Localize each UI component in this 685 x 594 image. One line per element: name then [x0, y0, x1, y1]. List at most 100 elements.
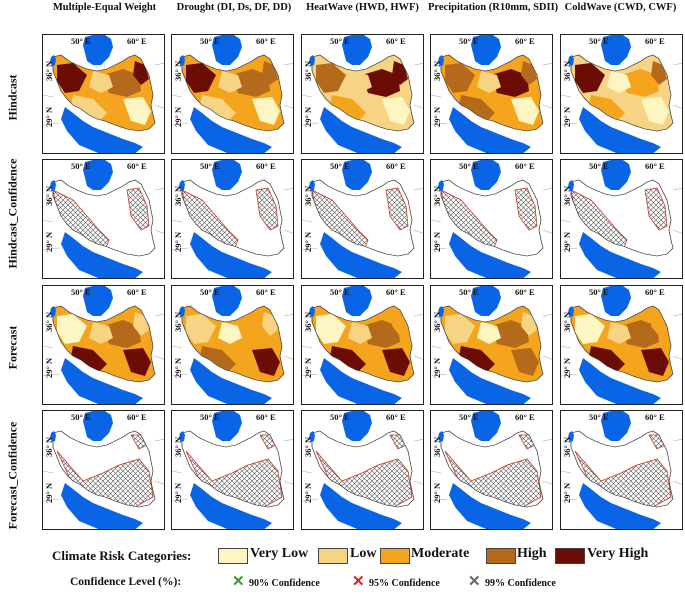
lon-label-60e: 60° E — [256, 287, 276, 297]
map-panel-forecast-4: 50° E 60° E 36° N 29° N — [430, 285, 553, 405]
lat-label-36n: 36° N — [173, 311, 183, 332]
lat-label-36n: 36° N — [432, 60, 442, 81]
lat-label-36n: 36° N — [432, 311, 442, 332]
lat-label-36n: 36° N — [562, 311, 572, 332]
iran-map — [172, 411, 293, 529]
iran-map — [172, 286, 293, 404]
map-panel-hindcast-4: 50° E 60° E 36° N 29° N — [430, 34, 553, 154]
lat-label-29n: 29° N — [303, 482, 313, 503]
iran-map — [302, 160, 423, 278]
label-95-confidence: 95% Confidence — [369, 578, 440, 589]
lon-label-60e: 60° E — [515, 36, 535, 46]
lon-label-50e: 50° E — [200, 287, 220, 297]
lat-label-29n: 29° N — [173, 482, 183, 503]
lat-label-36n: 36° N — [173, 436, 183, 457]
map-panel-hindcast-3: 50° E 60° E 36° N 29° N — [301, 34, 424, 154]
map-panel-hindcast-5: 50° E 60° E 36° N 29° N — [560, 34, 683, 154]
lon-label-60e: 60° E — [515, 161, 535, 171]
iran-map — [43, 411, 164, 529]
lon-label-50e: 50° E — [330, 287, 350, 297]
lon-label-50e: 50° E — [459, 412, 479, 422]
lon-label-50e: 50° E — [459, 161, 479, 171]
lon-label-60e: 60° E — [127, 161, 147, 171]
swatch-very-high — [555, 548, 585, 564]
swatch-low — [318, 548, 348, 564]
lat-label-36n: 36° N — [432, 185, 442, 206]
column-title-4: Precipitation (R10mm, SDII) — [428, 2, 559, 13]
map-panel-hindcast-2: 50° E 60° E 36° N 29° N — [171, 34, 294, 154]
lat-label-29n: 29° N — [562, 231, 572, 252]
lat-label-29n: 29° N — [562, 106, 572, 127]
iran-map — [561, 411, 682, 529]
map-panel-hindcast-confidence-3: 50° E 60° E 36° N 29° N — [301, 159, 424, 279]
map-panel-forecast-confidence-5: 50° E 60° E 36° N 29° N — [560, 410, 683, 530]
column-title-1: Multiple-Equal Weight — [52, 2, 157, 13]
iran-map — [43, 160, 164, 278]
lon-label-50e: 50° E — [71, 412, 91, 422]
lon-label-50e: 50° E — [459, 36, 479, 46]
lat-label-36n: 36° N — [44, 311, 54, 332]
x-mark-icon: ✕ — [232, 574, 245, 590]
row-label-hindcast-confidence: Hindcast_Confidence — [5, 158, 20, 269]
lat-label-36n: 36° N — [44, 60, 54, 81]
iran-map — [172, 160, 293, 278]
map-panel-forecast-3: 50° E 60° E 36° N 29° N — [301, 285, 424, 405]
iran-map — [172, 35, 293, 153]
iran-map — [302, 411, 423, 529]
lat-label-36n: 36° N — [432, 436, 442, 457]
map-panel-hindcast-confidence-4: 50° E 60° E 36° N 29° N — [430, 159, 553, 279]
risk-legend: Climate Risk Categories: Very Low Low Mo… — [0, 544, 685, 570]
lon-label-60e: 60° E — [386, 412, 406, 422]
lat-label-29n: 29° N — [44, 231, 54, 252]
lon-label-60e: 60° E — [256, 161, 276, 171]
lon-label-60e: 60° E — [256, 36, 276, 46]
lat-label-29n: 29° N — [562, 357, 572, 378]
iran-map — [431, 35, 552, 153]
lon-label-50e: 50° E — [200, 36, 220, 46]
lat-label-36n: 36° N — [303, 60, 313, 81]
lat-label-36n: 36° N — [173, 185, 183, 206]
lon-label-60e: 60° E — [256, 412, 276, 422]
map-panel-forecast-2: 50° E 60° E 36° N 29° N — [171, 285, 294, 405]
row-label-forecast-confidence: Forecast_Confidence — [5, 421, 20, 530]
map-panel-hindcast-confidence-5: 50° E 60° E 36° N 29° N — [560, 159, 683, 279]
iran-map — [431, 160, 552, 278]
column-title-2: Drought (DI, Ds, DF, DD) — [176, 2, 292, 13]
label-low: Low — [350, 546, 377, 561]
swatch-moderate — [380, 548, 410, 564]
lon-label-50e: 50° E — [330, 412, 350, 422]
confidence-legend-title: Confidence Level (%): — [70, 576, 182, 588]
lon-label-50e: 50° E — [200, 161, 220, 171]
lat-label-36n: 36° N — [303, 185, 313, 206]
lon-label-60e: 60° E — [386, 36, 406, 46]
label-very-low: Very Low — [250, 546, 309, 561]
iran-map — [561, 286, 682, 404]
lat-label-29n: 29° N — [44, 106, 54, 127]
lat-label-36n: 36° N — [562, 436, 572, 457]
lat-label-29n: 29° N — [303, 357, 313, 378]
lon-label-50e: 50° E — [589, 36, 609, 46]
swatch-very-low — [218, 548, 248, 564]
lat-label-29n: 29° N — [173, 106, 183, 127]
lon-label-50e: 50° E — [71, 287, 91, 297]
lon-label-60e: 60° E — [645, 161, 665, 171]
label-high: High — [517, 546, 547, 561]
iran-map — [302, 35, 423, 153]
map-panel-forecast-confidence-1: 50° E 60° E 36° N 29° N — [42, 410, 165, 530]
lon-label-60e: 60° E — [127, 412, 147, 422]
lat-label-29n: 29° N — [432, 231, 442, 252]
lon-label-60e: 60° E — [645, 287, 665, 297]
x-mark-icon: ✕ — [468, 574, 481, 590]
confidence-legend: Confidence Level (%): ✕ 90% Confidence ✕… — [0, 574, 685, 594]
iran-map — [431, 411, 552, 529]
lat-label-36n: 36° N — [303, 311, 313, 332]
iran-map — [561, 160, 682, 278]
lat-label-29n: 29° N — [44, 482, 54, 503]
lat-label-36n: 36° N — [44, 436, 54, 457]
iran-map — [302, 286, 423, 404]
map-panel-hindcast-confidence-2: 50° E 60° E 36° N 29° N — [171, 159, 294, 279]
lat-label-29n: 29° N — [432, 482, 442, 503]
lon-label-50e: 50° E — [200, 412, 220, 422]
lat-label-36n: 36° N — [44, 185, 54, 206]
lat-label-29n: 29° N — [303, 231, 313, 252]
